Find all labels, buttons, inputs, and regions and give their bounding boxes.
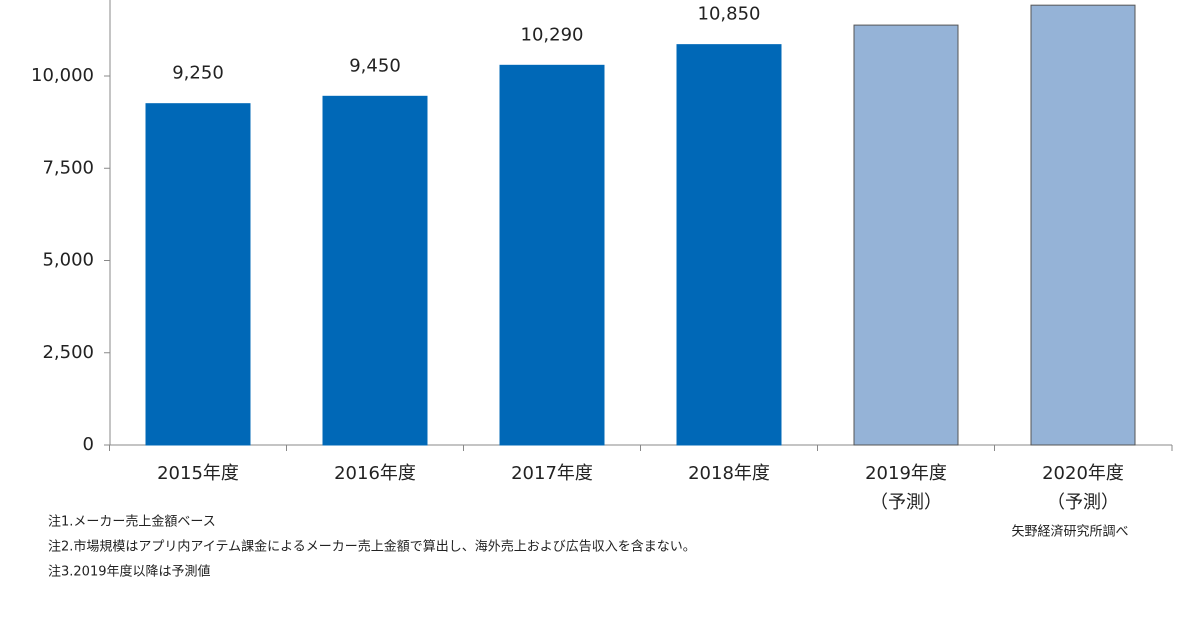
bar: [853, 24, 959, 446]
value-label: 10,290: [521, 24, 584, 45]
x-tick-label: 2016年度: [334, 463, 416, 484]
y-tick-label: 0: [83, 434, 94, 455]
value-label: 10,850: [698, 4, 761, 25]
bar: [145, 103, 251, 446]
value-label: 9,250: [172, 63, 224, 84]
note: 注3.2019年度以降は予測値: [48, 564, 211, 580]
x-tick-label: 2020年度: [1042, 463, 1124, 484]
x-tick-sublabel: （予測）: [1047, 492, 1119, 513]
note: 注2.市場規模はアプリ内アイテム課金によるメーカー売上金額で算出し、海外売上およ…: [48, 539, 696, 555]
source: 矢野経済研究所調べ: [1011, 524, 1128, 540]
value-label: 9,450: [349, 55, 401, 76]
bar: [322, 95, 428, 446]
bar: [1030, 4, 1136, 446]
y-tick-label: 2,500: [42, 342, 94, 363]
x-tick-label: 2015年度: [157, 463, 239, 484]
x-tick-sublabel: （予測）: [870, 492, 942, 513]
y-tick-label: 7,500: [42, 157, 94, 178]
x-tick-label: 2017年度: [511, 463, 593, 484]
y-tick-label: 5,000: [42, 250, 94, 271]
x-tick-label: 2019年度: [865, 463, 947, 484]
x-tick-label: 2018年度: [688, 463, 770, 484]
bar: [676, 44, 782, 446]
bar: [499, 64, 605, 446]
note: 注1.メーカー売上金額ベース: [48, 514, 216, 530]
y-tick-label: 10,000: [31, 65, 94, 86]
